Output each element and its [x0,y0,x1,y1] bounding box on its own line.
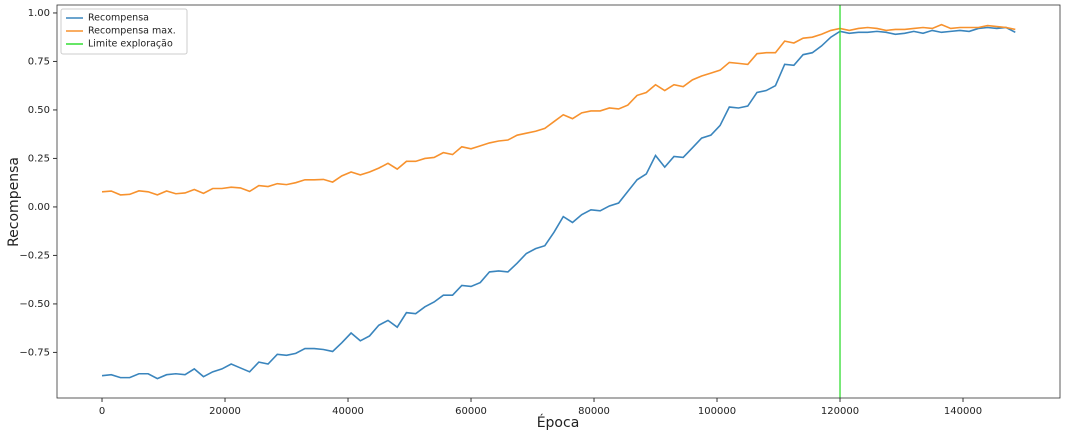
legend-box [60,8,188,55]
y-tick-label: −0.25 [19,250,50,261]
x-tick-label: 0 [99,406,105,417]
y-tick-label: 0.50 [28,105,50,116]
y-tick-label: −0.50 [19,299,50,310]
y-tick-label: 0.00 [28,202,50,213]
x-tick-label: 120000 [821,406,859,417]
x-tick-label: 20000 [209,406,241,417]
legend-label: Limite exploração [88,39,173,50]
x-tick-label: 140000 [944,406,982,417]
line-series [101,23,1016,196]
x-tick-label: 40000 [332,406,364,417]
x-axis-label: Época [537,414,580,431]
x-tick-label: 100000 [698,406,736,417]
legend-label: Recompensa max. [88,26,176,37]
y-tick-label: 1.00 [28,8,50,19]
x-tick-label: 80000 [578,406,610,417]
y-tick-label: −0.75 [19,347,50,358]
line-series [101,26,1016,380]
y-axis-label: Recompensa [6,157,22,247]
legend-label: Recompensa [88,13,149,24]
y-tick-label: 0.75 [28,56,50,67]
y-tick-label: 0.25 [28,153,50,164]
x-tick-label: 60000 [455,406,487,417]
plot-frame [56,4,1061,399]
